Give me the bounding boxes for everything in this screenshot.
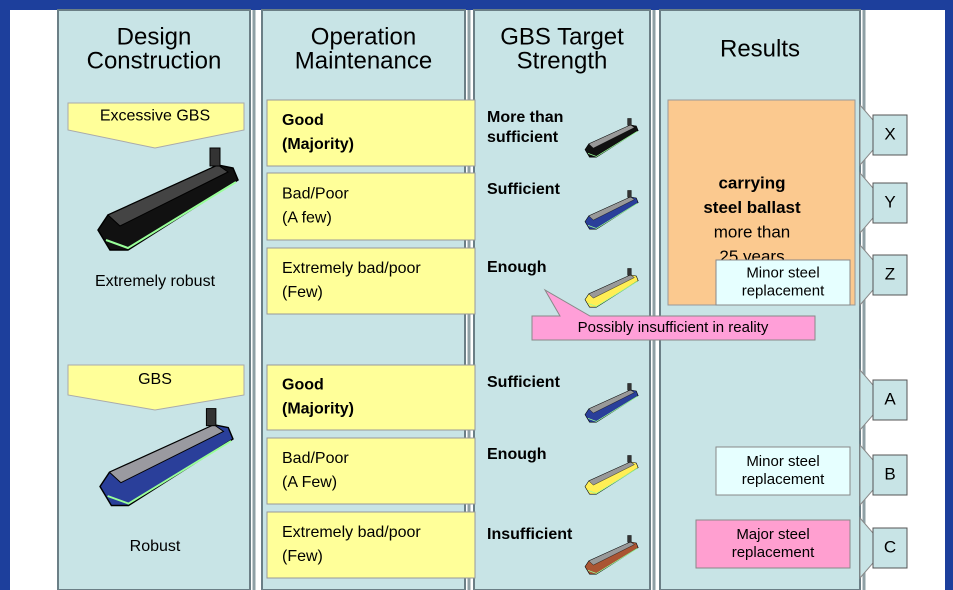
page: DesignConstruction OperationMaintenance GB…	[0, 0, 953, 590]
operation-text: (Majority)	[282, 401, 354, 418]
ship-bridge	[210, 148, 220, 166]
result-box-text: replacement	[732, 544, 815, 561]
ship-bridge	[628, 118, 632, 125]
strength-label: sufficient	[487, 129, 559, 146]
operation-text: (A few)	[282, 210, 332, 227]
operation-box	[267, 512, 475, 578]
result-text: steel ballast	[703, 198, 801, 217]
operation-text: (Few)	[282, 548, 323, 565]
grade-label: A	[884, 389, 896, 408]
result-box-text: Major steel	[736, 526, 809, 543]
ship-bridge	[628, 455, 632, 462]
operation-box	[267, 248, 475, 314]
operation-text: (Few)	[282, 284, 323, 301]
ship-bridge	[628, 383, 632, 390]
callout-text: Possibly insufficient in reality	[578, 319, 769, 336]
column-title: Operation	[311, 23, 416, 50]
column-title: Results	[720, 35, 800, 62]
result-text: carrying	[718, 174, 785, 193]
operation-text: Extremely bad/poor	[282, 524, 421, 541]
result-text: more than	[714, 223, 791, 242]
design-tag: Excessive GBS	[100, 108, 210, 125]
operation-text: Good	[282, 377, 324, 394]
grade-label: Y	[884, 192, 895, 211]
operation-text: (Majority)	[282, 136, 354, 153]
result-box-text: replacement	[742, 471, 825, 488]
grade-label: B	[884, 464, 895, 483]
operation-box	[267, 100, 475, 166]
design-caption: Extremely robust	[95, 273, 216, 290]
result-box-text: Minor steel	[746, 453, 819, 470]
ship-bridge	[628, 535, 632, 542]
grade-label: X	[884, 124, 895, 143]
operation-text: (A Few)	[282, 474, 337, 491]
strength-label: Sufficient	[487, 181, 561, 198]
operation-text: Bad/Poor	[282, 450, 349, 467]
column-title: GBS Target	[500, 23, 624, 50]
column-title: Design	[117, 23, 192, 50]
strength-label: Sufficient	[487, 374, 561, 391]
operation-text: Extremely bad/poor	[282, 260, 421, 277]
ship-bridge	[628, 268, 632, 275]
design-tag: GBS	[138, 371, 172, 388]
column-title: Strength	[517, 47, 608, 74]
strength-label: More than	[487, 109, 563, 126]
strength-label: Enough	[487, 259, 547, 276]
column-panel	[58, 10, 250, 590]
ship-bridge	[206, 409, 216, 426]
result-box-text: replacement	[742, 282, 825, 299]
column-title: Construction	[87, 47, 222, 74]
operation-box	[267, 173, 475, 240]
column-title: Maintenance	[295, 47, 432, 74]
operation-box	[267, 365, 475, 430]
ship-bridge	[628, 190, 632, 197]
operation-text: Bad/Poor	[282, 186, 349, 203]
strength-label: Enough	[487, 446, 547, 463]
grade-label: Z	[885, 264, 895, 283]
operation-box	[267, 438, 475, 504]
design-caption: Robust	[130, 538, 181, 555]
result-box-text: Minor steel	[746, 264, 819, 281]
strength-label: Insufficient	[487, 526, 573, 543]
grade-label: C	[884, 537, 896, 556]
slide: DesignConstruction OperationMaintenance GB…	[0, 0, 953, 590]
operation-text: Good	[282, 112, 324, 129]
